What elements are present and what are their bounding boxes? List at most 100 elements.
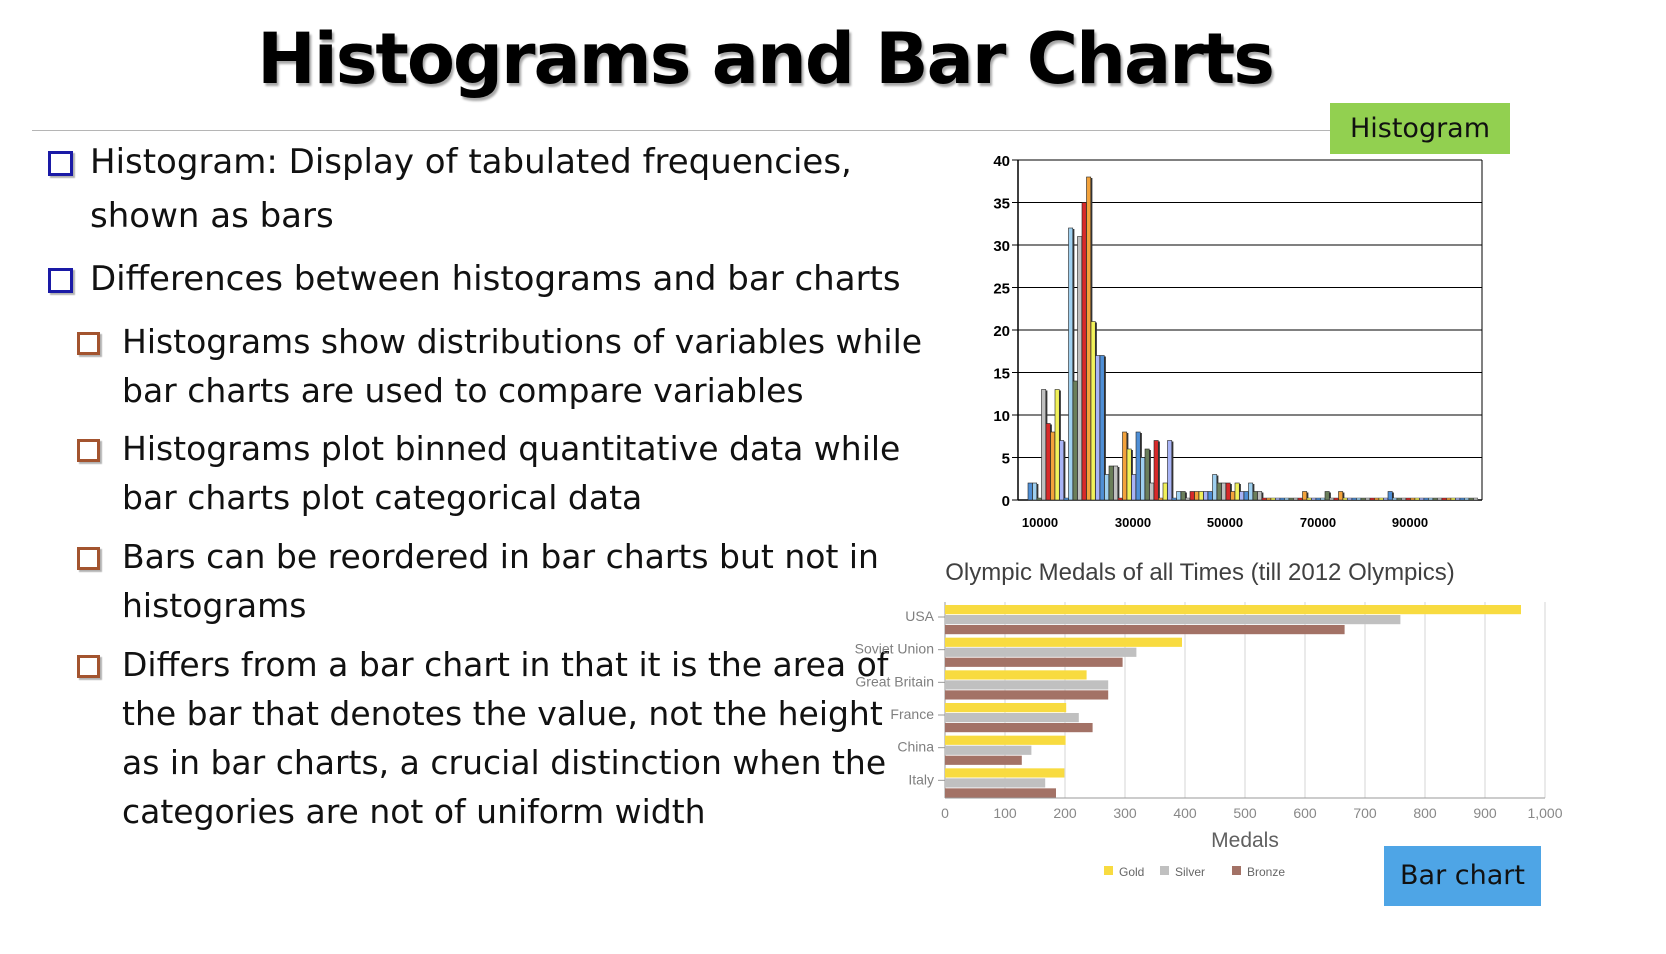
- histogram-bar: [1086, 176, 1092, 501]
- bar-chart-bar-silver: [945, 745, 1032, 755]
- histogram-bar: [1216, 482, 1222, 501]
- histogram-y-tick-label: 20: [993, 323, 1010, 340]
- histogram-bar: [1356, 497, 1361, 501]
- histogram-bar: [1279, 497, 1285, 501]
- histogram-bar: [1333, 497, 1339, 501]
- bar-chart-x-tick-label: 1,000: [1527, 805, 1562, 821]
- histogram-bar: [1095, 355, 1101, 501]
- histogram-bar: [1198, 491, 1204, 501]
- histogram-bar: [1459, 497, 1465, 501]
- bullet-line: shown as bars: [90, 196, 334, 236]
- bar-chart-x-tick-label: 0: [941, 805, 949, 821]
- histogram-bar: [1270, 497, 1276, 501]
- histogram-bar: [1158, 497, 1163, 501]
- histogram-y-tick-label: 10: [993, 408, 1010, 425]
- bar-chart-category-label: Great Britain: [855, 673, 934, 689]
- histogram-bar: [1090, 321, 1096, 501]
- histogram-bar: [1414, 497, 1420, 501]
- title-divider: [32, 130, 1332, 131]
- histogram-y-tick-label: 5: [1002, 451, 1010, 468]
- histogram-bar: [1432, 497, 1438, 501]
- subbullet-distributions: Histograms show distributions of variabl…: [122, 317, 942, 415]
- histogram-bar: [1374, 497, 1379, 501]
- histogram-bar: [1140, 457, 1146, 501]
- histogram-bar-shadow: [1185, 492, 1187, 500]
- subbullet-binned-data: Histograms plot binned quantitative data…: [122, 424, 942, 522]
- histogram-bar: [1257, 491, 1263, 501]
- histogram-y-tick-label: 25: [993, 281, 1010, 298]
- histogram-bar: [1149, 482, 1155, 501]
- histogram-bar: [1180, 491, 1186, 501]
- histogram-bar: [1221, 482, 1227, 501]
- bar-chart-x-tick-label: 900: [1473, 805, 1497, 821]
- histogram-bar: [1423, 497, 1429, 501]
- histogram-bar: [1252, 491, 1258, 501]
- histogram-bar: [1162, 482, 1168, 501]
- histogram-y-tick-label: 40: [993, 153, 1010, 170]
- histogram-bar: [1369, 497, 1375, 501]
- histogram-bar-shadow: [1104, 356, 1106, 500]
- bar-chart-bar-gold: [945, 605, 1521, 615]
- histogram-bar: [1171, 497, 1177, 501]
- histogram-bar: [1207, 491, 1213, 501]
- bullet-checkbox-icon: [48, 268, 73, 293]
- bar-chart-bar-gold: [945, 637, 1182, 647]
- histogram-bar-shadow: [1072, 229, 1075, 500]
- histogram-y-tick-label: 30: [993, 238, 1010, 255]
- histogram-bar: [1365, 497, 1370, 501]
- histogram-bar: [1360, 497, 1366, 501]
- histogram-x-tick-label: 10000: [1022, 515, 1058, 530]
- bullet-histogram-definition: Histogram: Display of tabulated frequenc…: [90, 135, 910, 243]
- histogram-bar: [1041, 389, 1047, 501]
- histogram-bar-shadow: [1306, 492, 1309, 500]
- histogram-bar: [1077, 236, 1083, 501]
- histogram-bar-shadow: [1149, 450, 1151, 500]
- histogram-bar: [1464, 497, 1469, 501]
- subbullet-reordering: Bars can be reordered in bar charts but …: [122, 532, 942, 630]
- histogram-bar: [1428, 497, 1433, 501]
- histogram-y-tick-label: 0: [1002, 493, 1010, 510]
- histogram-bar: [1122, 431, 1128, 501]
- histogram-y-tick-label: 15: [993, 366, 1010, 383]
- histogram-tag: Histogram: [1330, 103, 1510, 154]
- bar-chart-bar-bronze: [945, 788, 1056, 798]
- histogram-bar: [1099, 355, 1105, 501]
- histogram-bar: [1441, 497, 1447, 501]
- histogram-x-tick-label: 90000: [1392, 515, 1428, 530]
- histogram-bar: [1054, 389, 1060, 501]
- histogram-bar: [1266, 497, 1271, 501]
- histogram-bar: [1437, 497, 1442, 501]
- bar-chart-x-tick-label: 200: [1053, 805, 1077, 821]
- histogram-bar: [1153, 440, 1159, 501]
- legend-label-bronze: Bronze: [1247, 865, 1285, 879]
- bar-chart-bar-gold: [945, 670, 1087, 680]
- histogram-bar: [1351, 497, 1357, 501]
- histogram-bar: [1068, 227, 1074, 501]
- histogram-bar: [1032, 482, 1038, 501]
- histogram-bar: [1473, 497, 1478, 501]
- bar-chart-tag: Bar chart: [1384, 846, 1541, 906]
- histogram-bar: [1329, 497, 1334, 501]
- histogram-bar: [1468, 497, 1474, 501]
- histogram-bar: [1248, 482, 1254, 501]
- bar-chart-bar-gold: [945, 703, 1067, 713]
- histogram-bar-shadow: [1261, 492, 1264, 500]
- histogram-bar-shadow: [1342, 492, 1345, 500]
- histogram-bar: [1297, 497, 1303, 501]
- histogram-bar: [1212, 474, 1218, 501]
- bullet-differences: Differences between histograms and bar c…: [90, 252, 910, 306]
- histogram-bar: [1315, 497, 1321, 501]
- histogram-bar: [1288, 497, 1294, 501]
- histogram-bar: [1131, 474, 1137, 501]
- histogram-bar: [1234, 482, 1240, 501]
- bullet-line: Differs from a bar chart in that it is t…: [122, 645, 889, 684]
- bar-chart-bar-bronze: [945, 657, 1123, 667]
- bar-chart-bar-bronze: [945, 690, 1109, 700]
- histogram-bar: [1203, 491, 1209, 501]
- bar-chart-bar-silver: [945, 680, 1109, 690]
- histogram-bar: [1045, 423, 1051, 501]
- histogram-bar: [1063, 497, 1069, 501]
- histogram-y-tick-label: 35: [993, 196, 1010, 213]
- bullet-line: Bars can be reordered in bar charts but …: [122, 537, 879, 576]
